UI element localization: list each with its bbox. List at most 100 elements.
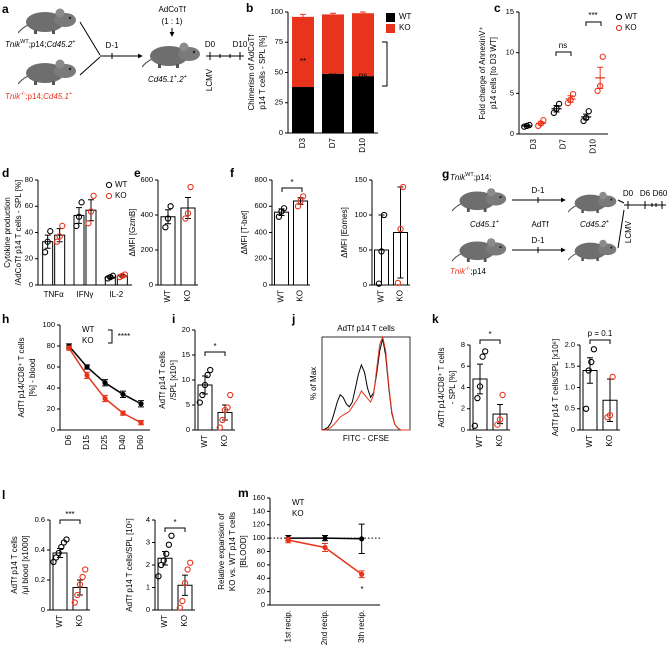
data-point [78,199,85,206]
y-tick-label: 80 [25,175,33,184]
data-point [219,416,226,424]
y-axis-label: [%] - blood [28,358,37,396]
day-label: D-1 [532,186,545,195]
infection-label: LCMV [205,68,214,91]
annotation: ns [559,41,567,50]
x-tick-label: 2nd recip. [320,610,329,645]
y-tick-label: 4 [146,515,150,524]
diagram-g: g TnikWT;p14; D-1 Cd45.1+ AdTf Cd45.2+ T… [442,167,668,276]
data-point [184,566,191,573]
infection-label: LCMV [624,220,633,243]
data-point [160,557,167,564]
panel-label: g [442,167,449,181]
day-label: D-1 [532,236,545,245]
data-point [583,114,590,121]
error-bar [587,357,593,384]
y-tick-label: 0 [41,605,45,614]
y-tick-label: 0 [279,128,283,137]
y-tick-label: 0.5 [565,404,575,413]
data-point [378,248,385,255]
y-axis-label: AdTf p14 T cells [10,536,19,594]
data-point [73,222,80,230]
data-point [609,373,616,381]
marker [359,571,365,577]
y-tick-label: 10 [506,48,514,57]
x-tick-label: KO [605,435,614,447]
significance-bracket [479,339,501,344]
y-tick-label: 3 [146,537,150,546]
mouse-icon [452,187,507,212]
y-tick-label: 0 [263,280,267,289]
panel-label: e [134,166,141,180]
y-tick-label: 4 [461,382,465,391]
y-axis-label: Relative expansion of [217,512,226,589]
y-axis-label: /AdCoTf p14 T cells - SPL [%] [14,180,23,286]
timepoint: D0 [205,40,216,49]
bracket [382,41,388,87]
y-axis-label: Fold change of AnnexinV⁺ [478,26,487,119]
x-tick-label: WT [377,290,386,303]
y-tick-label: 1.0 [565,382,575,391]
histogram-curve [321,338,410,431]
y-tick-label: 40 [25,227,33,236]
data-point [59,222,66,230]
data-point [56,233,63,240]
x-tick-label: D3 [529,138,538,149]
x-tick-label: D6 [64,434,73,445]
data-point [165,541,173,548]
error-bar [57,548,63,558]
y-tick-label: 150 [354,175,367,184]
day-label: D-1 [106,41,119,50]
data-point [482,348,489,355]
data-point [52,554,60,561]
significance-bracket [59,519,81,524]
mouse-icon [568,191,617,213]
connector [79,21,101,76]
data-point [63,536,70,543]
y-tick-label: 75 [275,37,283,46]
y-axis-label: KO vs. WT p14 T cells [228,512,237,591]
legend-label: WT [625,12,638,21]
y-tick-label: 0 [510,129,514,138]
data-point [227,391,234,399]
x-tick-label: WT [200,435,209,448]
panel-label: h [2,312,9,326]
y-tick-label: 50 [359,245,367,254]
ratio-label: (1 : 1) [162,17,183,26]
y-axis-label: AdTf p14 T cells [158,351,167,409]
panel-label: f [230,166,235,180]
data-point [582,405,590,412]
data-point [397,225,404,233]
data-point [196,399,203,406]
x-tick-label: KO [75,615,84,627]
y-tick-label: 2 [461,404,465,413]
donor-label: Tnik-/-;p14;Cd45.1+ [5,91,72,101]
data-point [523,122,530,130]
annotation: *** [588,11,597,20]
data-point [553,105,560,112]
data-point [499,391,506,399]
y-tick-label: 20 [257,587,265,596]
data-point [297,197,304,205]
data-point [41,249,49,256]
y-axis-label: p14 cells [to D3 WT] [489,37,498,109]
data-point [275,213,283,220]
y-tick-label: 0.6 [35,515,45,524]
x-tick-label: D10 [358,137,367,152]
data-point [201,381,209,389]
legend-label: WT [399,12,412,21]
legend-label: KO [625,23,637,32]
data-point [585,367,592,374]
data-point [162,224,169,231]
y-axis-label: /μl blood [x1000] [21,536,30,595]
data-point [168,532,175,539]
y-tick-label: 25 [275,98,283,107]
y-tick-label: 1 [146,582,150,591]
timepoint: D6 [640,189,651,198]
recipient-label: Cd45.1+.2+ [148,74,187,84]
significance-bracket [589,339,611,344]
x-tick-label: KO [180,615,189,627]
panel-label: l [2,488,5,502]
panel-label: a [2,2,9,16]
x-tick-label: TNFα [44,290,65,299]
